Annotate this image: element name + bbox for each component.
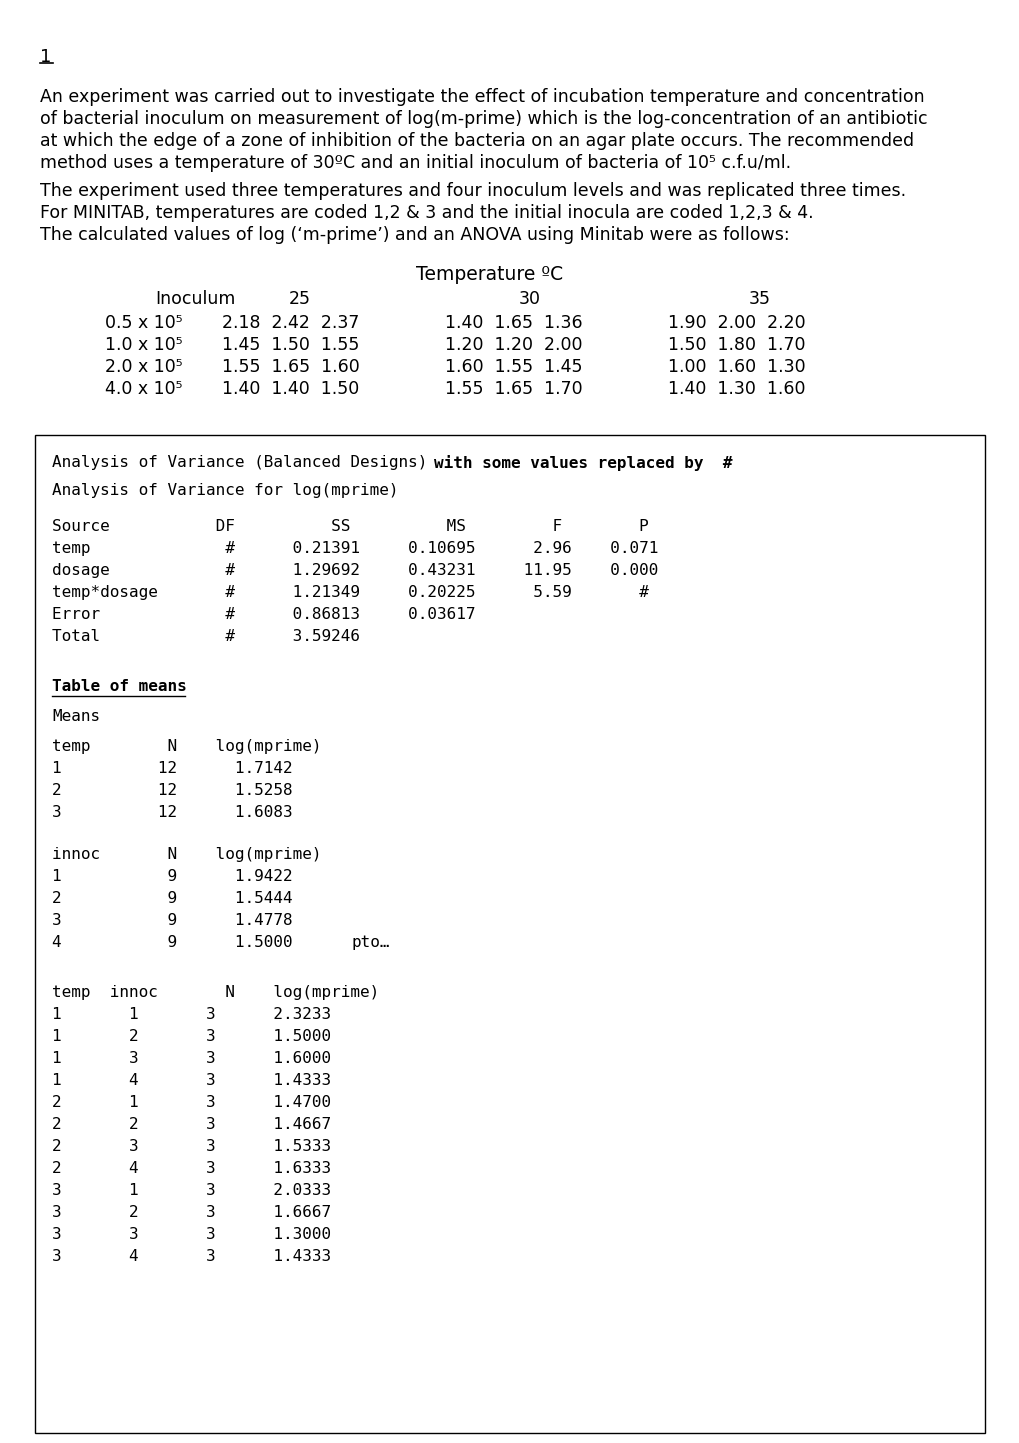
Text: method uses a temperature of 30ºC and an initial inoculum of bacteria of 10⁵ c.f: method uses a temperature of 30ºC and an… xyxy=(40,154,791,172)
Text: 1.00  1.60  1.30: 1.00 1.60 1.30 xyxy=(667,358,805,377)
Text: 2           9      1.5444: 2 9 1.5444 xyxy=(52,890,292,906)
Text: temp        N    log(mprime): temp N log(mprime) xyxy=(52,739,321,755)
Text: The experiment used three temperatures and four inoculum levels and was replicat: The experiment used three temperatures a… xyxy=(40,182,905,201)
Text: 1       1       3      2.3233: 1 1 3 2.3233 xyxy=(52,1007,331,1022)
Text: Means: Means xyxy=(52,709,100,724)
Text: 1       4       3      1.4333: 1 4 3 1.4333 xyxy=(52,1074,331,1088)
Text: 3       2       3      1.6667: 3 2 3 1.6667 xyxy=(52,1205,331,1219)
Text: 1.40  1.65  1.36: 1.40 1.65 1.36 xyxy=(444,315,582,332)
Text: 1: 1 xyxy=(40,48,51,66)
Text: at which the edge of a zone of inhibition of the bacteria on an agar plate occur: at which the edge of a zone of inhibitio… xyxy=(40,131,913,150)
Text: 1.60  1.55  1.45: 1.60 1.55 1.45 xyxy=(444,358,582,377)
Text: 1.20  1.20  2.00: 1.20 1.20 2.00 xyxy=(444,336,582,354)
Text: temp*dosage       #      1.21349     0.20225      5.59       #: temp*dosage # 1.21349 0.20225 5.59 # xyxy=(52,584,648,600)
Text: 2       2       3      1.4667: 2 2 3 1.4667 xyxy=(52,1117,331,1131)
Text: For MINITAB, temperatures are coded 1,2 & 3 and the initial inocula are coded 1,: For MINITAB, temperatures are coded 1,2 … xyxy=(40,203,813,222)
Text: with some values replaced by  #: with some values replaced by # xyxy=(433,455,732,470)
Text: 30: 30 xyxy=(519,290,540,307)
Text: 1.55  1.65  1.60: 1.55 1.65 1.60 xyxy=(222,358,360,377)
Text: Analysis of Variance for log(mprime): Analysis of Variance for log(mprime) xyxy=(52,483,398,498)
Text: of bacterial inoculum on measurement of log(m-prime) which is the log-concentrat: of bacterial inoculum on measurement of … xyxy=(40,110,926,128)
Text: temp              #      0.21391     0.10695      2.96    0.071: temp # 0.21391 0.10695 2.96 0.071 xyxy=(52,541,657,556)
Text: temp  innoc       N    log(mprime): temp innoc N log(mprime) xyxy=(52,986,379,1000)
Text: 2.18  2.42  2.37: 2.18 2.42 2.37 xyxy=(222,315,359,332)
Text: 1.50  1.80  1.70: 1.50 1.80 1.70 xyxy=(667,336,805,354)
Text: 1          12      1.7142: 1 12 1.7142 xyxy=(52,760,292,776)
Text: 1.40  1.40  1.50: 1.40 1.40 1.50 xyxy=(222,380,359,398)
Text: 1.40  1.30  1.60: 1.40 1.30 1.60 xyxy=(667,380,805,398)
Text: innoc       N    log(mprime): innoc N log(mprime) xyxy=(52,847,321,861)
Text: 3       4       3      1.4333: 3 4 3 1.4333 xyxy=(52,1250,331,1264)
Text: 1       3       3      1.6000: 1 3 3 1.6000 xyxy=(52,1051,331,1066)
Text: 2.0 x 10⁵: 2.0 x 10⁵ xyxy=(105,358,182,377)
Text: Table of means: Table of means xyxy=(52,680,186,694)
Text: Temperature ºC: Temperature ºC xyxy=(416,266,564,284)
Text: Source           DF          SS          MS         F        P: Source DF SS MS F P xyxy=(52,519,648,534)
Text: Inoculum: Inoculum xyxy=(155,290,235,307)
Text: The calculated values of log (‘m-prime’) and an ANOVA using Minitab were as foll: The calculated values of log (‘m-prime’)… xyxy=(40,227,789,244)
Text: 3       3       3      1.3000: 3 3 3 1.3000 xyxy=(52,1227,331,1242)
Text: 1.0 x 10⁵: 1.0 x 10⁵ xyxy=(105,336,182,354)
Text: 3          12      1.6083: 3 12 1.6083 xyxy=(52,805,292,820)
Text: 1.90  2.00  2.20: 1.90 2.00 2.20 xyxy=(667,315,805,332)
Text: 0.5 x 10⁵: 0.5 x 10⁵ xyxy=(105,315,182,332)
Text: 1.55  1.65  1.70: 1.55 1.65 1.70 xyxy=(444,380,582,398)
Text: 25: 25 xyxy=(288,290,311,307)
Text: 2          12      1.5258: 2 12 1.5258 xyxy=(52,784,292,798)
Text: Error             #      0.86813     0.03617: Error # 0.86813 0.03617 xyxy=(52,608,475,622)
Bar xyxy=(35,434,984,1433)
Text: 1.45  1.50  1.55: 1.45 1.50 1.55 xyxy=(222,336,359,354)
Text: Analysis of Variance (Balanced Designs): Analysis of Variance (Balanced Designs) xyxy=(52,455,436,470)
Text: 2       4       3      1.6333: 2 4 3 1.6333 xyxy=(52,1162,331,1176)
Text: dosage            #      1.29692     0.43231     11.95    0.000: dosage # 1.29692 0.43231 11.95 0.000 xyxy=(52,563,657,579)
Text: An experiment was carried out to investigate the effect of incubation temperatur: An experiment was carried out to investi… xyxy=(40,88,923,105)
Text: 2       3       3      1.5333: 2 3 3 1.5333 xyxy=(52,1139,331,1154)
Text: 35: 35 xyxy=(748,290,770,307)
Text: Total             #      3.59246: Total # 3.59246 xyxy=(52,629,360,644)
Text: 3           9      1.4778: 3 9 1.4778 xyxy=(52,913,292,928)
Text: 4.0 x 10⁵: 4.0 x 10⁵ xyxy=(105,380,182,398)
Text: 2       1       3      1.4700: 2 1 3 1.4700 xyxy=(52,1095,331,1110)
Text: 1           9      1.9422: 1 9 1.9422 xyxy=(52,869,292,885)
Text: 4           9      1.5000: 4 9 1.5000 xyxy=(52,935,292,949)
Text: 1       2       3      1.5000: 1 2 3 1.5000 xyxy=(52,1029,331,1043)
Text: pto…: pto… xyxy=(352,935,390,949)
Text: 3       1       3      2.0333: 3 1 3 2.0333 xyxy=(52,1183,331,1198)
